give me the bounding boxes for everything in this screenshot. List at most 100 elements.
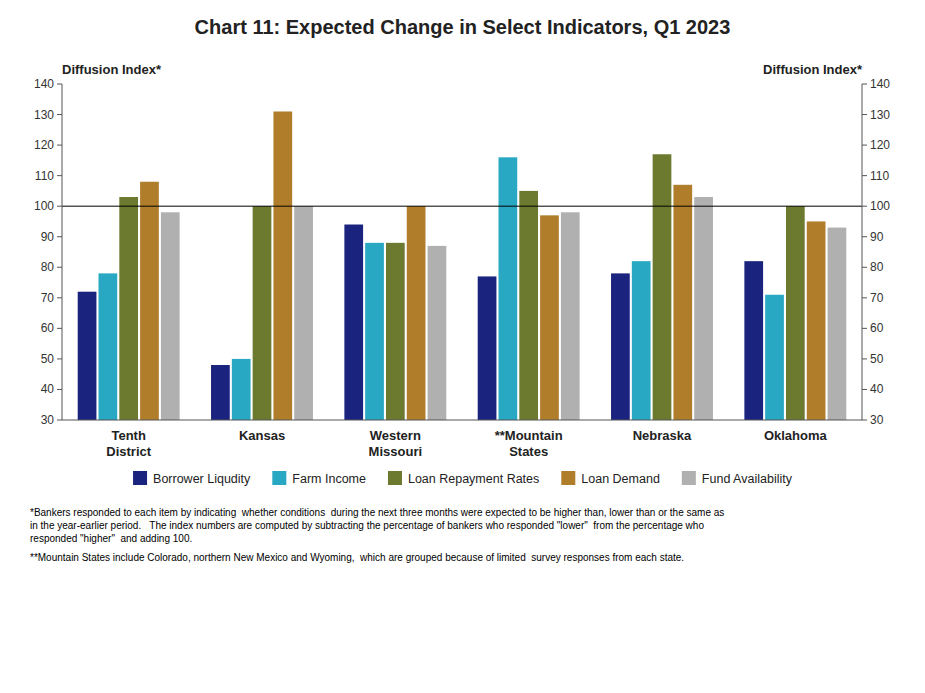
y-tick (57, 420, 62, 421)
x-axis-line (62, 420, 862, 421)
legend-swatch (272, 471, 286, 485)
y-tick-label: 40 (41, 382, 55, 396)
bar (632, 261, 651, 420)
bar (140, 182, 159, 420)
legend-swatch (561, 471, 575, 485)
y2-tick-label: 60 (870, 321, 884, 335)
y-tick-label: 110 (35, 169, 54, 183)
y2-tick-label: 130 (870, 108, 890, 122)
bar (519, 191, 538, 420)
y2-tick (862, 114, 867, 115)
y-tick (57, 328, 62, 329)
y2-axis-line (862, 84, 863, 420)
chart: Chart 11: Expected Change in Select Indi… (0, 0, 925, 693)
y-tick-label: 80 (41, 260, 55, 274)
bar (99, 273, 118, 420)
y-tick (57, 389, 62, 390)
bar (694, 197, 713, 420)
y-tick-label: 120 (34, 138, 54, 152)
bar (673, 185, 692, 420)
y2-tick-label: 30 (870, 413, 884, 427)
bar (365, 243, 384, 420)
y2-tick-label: 40 (870, 382, 884, 396)
y2-tick-label: 100 (870, 199, 890, 213)
y2-tick (862, 389, 867, 390)
x-tick-label: Nebraska (633, 428, 692, 443)
y2-tick (862, 236, 867, 237)
y-tick-label: 140 (34, 77, 54, 91)
legend-item: Fund Availability (682, 471, 793, 486)
footnote: **Mountain States include Colorado, nort… (30, 552, 684, 563)
bars (62, 111, 862, 420)
y-tick-label: 90 (41, 230, 55, 244)
legend-item: Loan Repayment Rates (388, 471, 539, 486)
bar (78, 292, 97, 420)
background (0, 0, 925, 693)
bar (653, 154, 672, 420)
y-tick (57, 114, 62, 115)
y-tick-label: 130 (34, 108, 54, 122)
x-tick-label: Kansas (239, 428, 285, 443)
legend-item: Borrower Liqudity (133, 471, 251, 486)
bar (161, 212, 180, 420)
bar (765, 295, 784, 420)
x-tick-label: TenthDistrict (106, 428, 151, 459)
x-tick-label: Oklahoma (764, 428, 828, 443)
y2-tick (862, 328, 867, 329)
legend-label: Fund Availability (702, 472, 793, 486)
y-tick (57, 145, 62, 146)
y-axis-line (62, 84, 63, 420)
legend-item: Loan Demand (561, 471, 660, 486)
bar (499, 157, 518, 420)
bar (344, 225, 363, 420)
baseline (62, 206, 862, 207)
y-axis-label: Diffusion Index* (62, 62, 162, 77)
bar (786, 206, 805, 420)
legend: Borrower Liqudity Farm Income Loan Repayme… (133, 471, 793, 486)
y-tick-label: 70 (41, 291, 55, 305)
bar (211, 365, 230, 420)
legend-label: Loan Repayment Rates (408, 472, 539, 486)
bar (540, 215, 559, 420)
y-tick (57, 206, 62, 207)
y2-tick (862, 206, 867, 207)
bar (478, 276, 497, 420)
footnote: *Bankers responded to each item by indic… (30, 507, 724, 544)
title: Chart 11: Expected Change in Select Indi… (195, 16, 731, 38)
legend-item: Farm Income (272, 471, 366, 486)
legend-label: Farm Income (292, 472, 366, 486)
y-tick (57, 175, 62, 176)
y-tick-label: 60 (41, 321, 55, 335)
y-tick-label: 50 (41, 352, 55, 366)
y-tick (57, 267, 62, 268)
bar (611, 273, 630, 420)
legend-swatch (133, 471, 147, 485)
bar (232, 359, 251, 420)
y2-tick (862, 297, 867, 298)
y-tick (57, 84, 62, 85)
bar (294, 206, 313, 420)
y2-tick (862, 175, 867, 176)
bar (561, 212, 580, 420)
bar (744, 261, 763, 420)
y2-tick-label: 90 (870, 230, 884, 244)
y2-tick-label: 50 (870, 352, 884, 366)
y2-tick (862, 267, 867, 268)
y2-axis-label: Diffusion Index* (763, 62, 863, 77)
y2-tick-label: 70 (870, 291, 884, 305)
bar (807, 221, 826, 420)
y2-tick-label: 120 (870, 138, 890, 152)
y2-tick-label: 110 (870, 169, 889, 183)
bar (428, 246, 447, 420)
y-tick-label: 100 (34, 199, 54, 213)
y2-tick-label: 80 (870, 260, 884, 274)
legend-label: Loan Demand (581, 472, 660, 486)
x-tick-label: WesternMissouri (369, 428, 422, 459)
y2-tick-label: 140 (870, 77, 890, 91)
bar (273, 111, 292, 420)
legend-swatch (682, 471, 696, 485)
legend-label: Borrower Liqudity (153, 472, 251, 486)
x-tick-label: **MountainStates (495, 428, 563, 459)
bar (828, 228, 847, 420)
bar (119, 197, 138, 420)
